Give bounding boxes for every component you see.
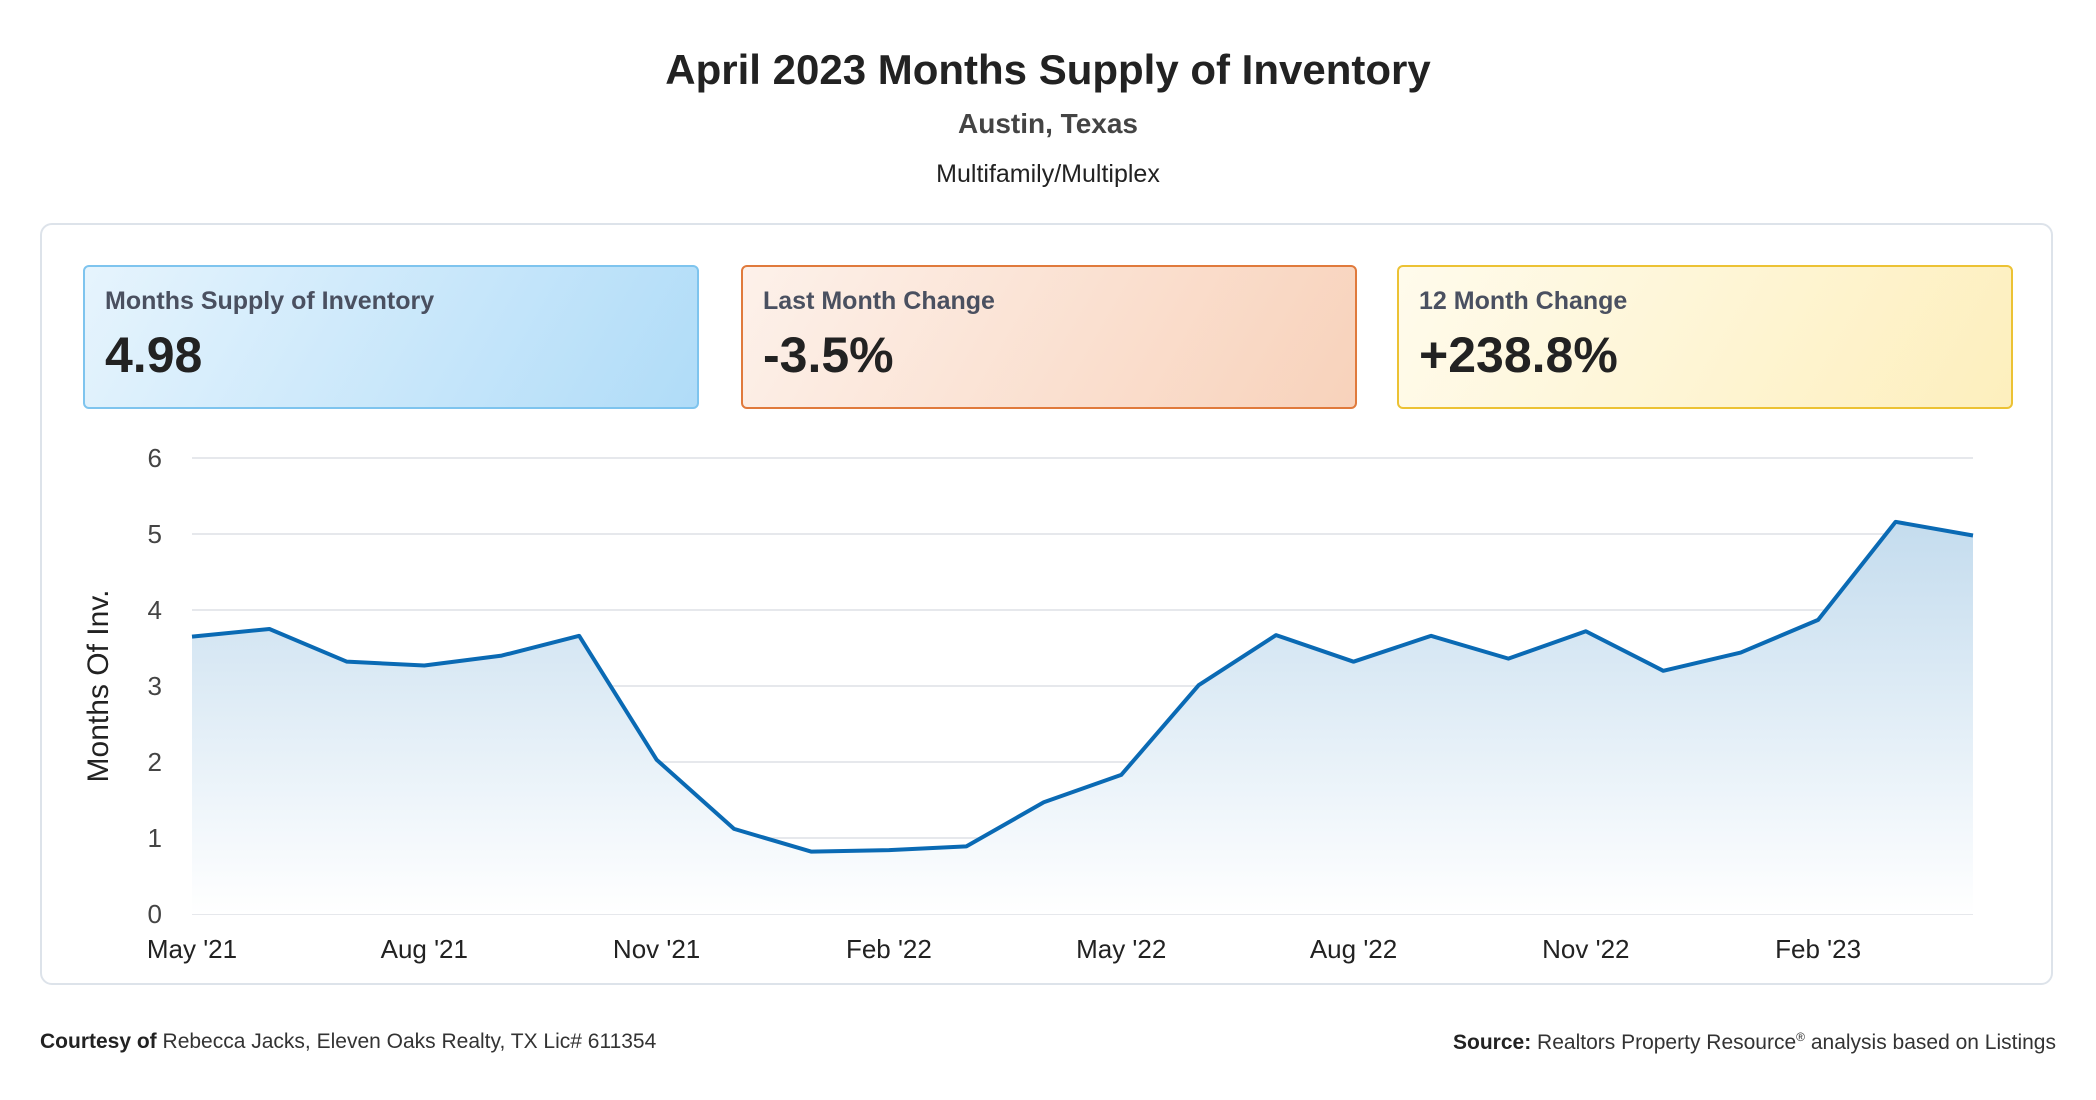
kpi-value: -3.5%	[763, 327, 894, 383]
y-tick-label: 5	[148, 519, 162, 549]
subtitle: Multifamily/Multiplex	[936, 160, 1160, 188]
chart-card	[40, 223, 2053, 985]
x-tick-label: May '21	[147, 934, 237, 964]
footer-label: Source:	[1453, 1031, 1532, 1054]
kpi-label: 12 Month Change	[1419, 287, 1628, 315]
x-tick-label: Aug '21	[381, 934, 468, 964]
y-tick-label: 1	[148, 823, 162, 853]
x-tick-label: Aug '22	[1310, 934, 1397, 964]
x-tick-label: Feb '23	[1775, 934, 1861, 964]
footer-text: Realtors Property Resource	[1537, 1031, 1797, 1054]
y-tick-label: 6	[148, 443, 162, 473]
kpi-value: 4.98	[105, 327, 203, 383]
footer-text: Rebecca Jacks, Eleven Oaks Realty, TX Li…	[162, 1030, 657, 1053]
y-tick-label: 2	[148, 747, 162, 777]
footer-mark: ®	[1796, 1030, 1805, 1044]
x-tick-label: Nov '22	[1542, 934, 1629, 964]
y-axis-label: Months Of Inv.	[82, 590, 115, 783]
kpi-card: Last Month Change -3.5%	[741, 265, 1357, 409]
area	[192, 521, 1973, 914]
y-tick-label: 0	[148, 899, 162, 929]
y-tick-label: 4	[148, 595, 162, 625]
line	[191, 519, 1974, 854]
y-tick-label: 3	[148, 671, 162, 701]
kpi-card: Months Supply of Inventory 4.98	[83, 265, 699, 409]
kpi-label: Months Supply of Inventory	[105, 287, 435, 315]
x-tick-label: Feb '22	[846, 934, 932, 964]
x-tick-label: Nov '21	[613, 934, 700, 964]
kpi-card: 12 Month Change +238.8%	[1397, 265, 2013, 409]
kpi-label: Last Month Change	[763, 287, 995, 315]
footer-right: Source: Realtors Property Resource® anal…	[1453, 1030, 2056, 1055]
footer-text: analysis based on Listings	[1805, 1031, 2056, 1054]
footer-left: Courtesy of Rebecca Jacks, Eleven Oaks R…	[40, 1030, 656, 1054]
kpi-value: +238.8%	[1419, 327, 1618, 383]
title: April 2023 Months Supply of Inventory	[665, 46, 1431, 93]
footer-label: Courtesy of	[40, 1030, 157, 1053]
x-tick-label: May '22	[1076, 934, 1166, 964]
subtitle: Austin, Texas	[958, 108, 1138, 139]
